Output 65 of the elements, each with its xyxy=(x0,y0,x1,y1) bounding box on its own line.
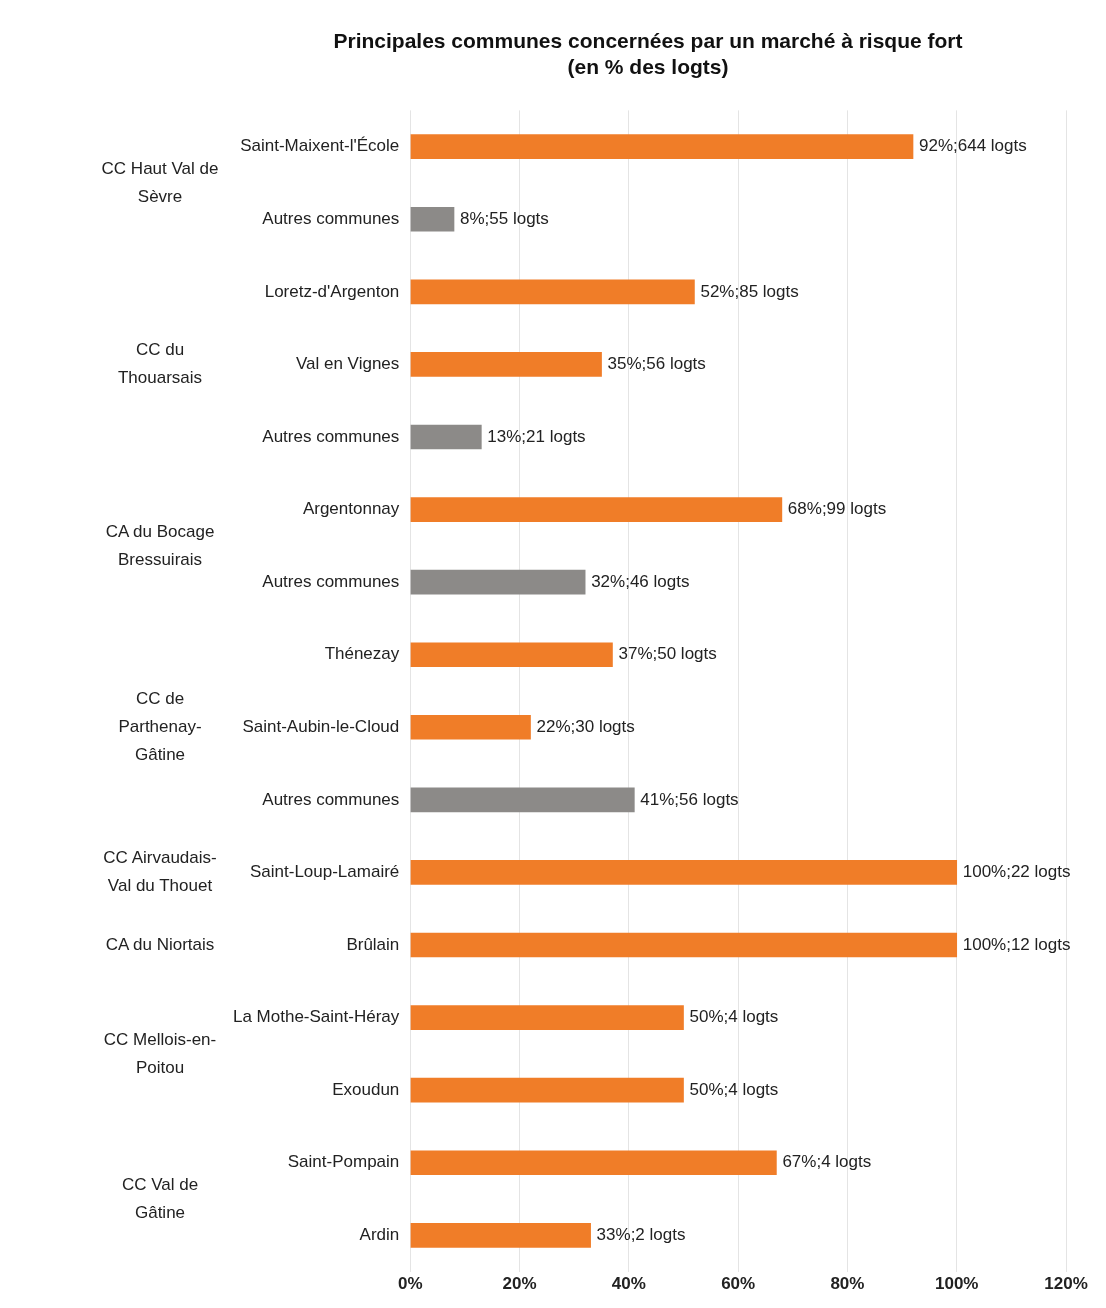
y-tick-label: Saint-Loup-Lamairé xyxy=(249,862,400,882)
bar xyxy=(410,497,783,522)
bar xyxy=(410,1150,777,1176)
text: CC de Parthenay-Gâtine xyxy=(118,688,202,764)
text: CC Val de Gâtine xyxy=(121,1174,199,1222)
data-label: 100%;22 logts xyxy=(962,862,1071,882)
bar xyxy=(410,569,586,595)
data-label: 8%;55 logts xyxy=(460,208,549,228)
data-label: 13%;21 logts xyxy=(487,426,586,446)
text: CA du Niortais xyxy=(105,934,215,954)
bar xyxy=(410,352,602,377)
y-tick-label: Exoudun xyxy=(332,1079,400,1099)
x-tick-label: 60% xyxy=(721,1274,756,1294)
data-label: 92%;644 logts xyxy=(919,136,1027,156)
data-label: 35%;56 logts xyxy=(607,354,706,374)
text: CC Haut Val de Sèvre xyxy=(101,158,219,206)
y-tick-label: La Mothe-Saint-Héray xyxy=(232,1007,400,1027)
text: CC du Thouarsais xyxy=(117,340,203,388)
data-label: 22%;30 logts xyxy=(536,716,635,736)
bar xyxy=(410,134,914,160)
data-label: 100%;12 logts xyxy=(962,934,1071,954)
y-tick-label: Autres communes xyxy=(262,208,400,228)
bar xyxy=(410,860,958,885)
y-tick-label: Loretz-d'Argenton xyxy=(264,281,400,301)
x-tick-label: 100% xyxy=(934,1274,979,1294)
text: Principales communes concernées par un marché à risque fort xyxy=(333,29,963,53)
data-label: 67%;4 logts xyxy=(782,1152,872,1172)
bar xyxy=(410,424,482,450)
text: CC Mellois-en-Poitou xyxy=(103,1029,217,1077)
x-tick-label: 40% xyxy=(611,1274,646,1294)
data-label: 50%;4 logts xyxy=(689,1079,779,1099)
data-label: 50%;4 logts xyxy=(689,1007,779,1027)
text: CC Airvaudais-Val du Thouet xyxy=(103,848,217,896)
data-label: 68%;99 logts xyxy=(787,499,887,519)
data-label: 32%;46 logts xyxy=(591,571,690,591)
y-tick-label: Saint-Maixent-l'École xyxy=(240,136,400,156)
bar xyxy=(410,787,635,813)
text: CA du Bocage Bressuirais xyxy=(105,521,215,569)
bar xyxy=(410,1005,684,1030)
y-tick-label: Ardin xyxy=(359,1225,400,1244)
bar xyxy=(410,714,531,740)
x-tick-label: 120% xyxy=(1044,1274,1088,1294)
text: (en % des logts) xyxy=(567,54,729,78)
y-tick-label: Autres communes xyxy=(262,789,400,809)
bar xyxy=(410,1222,591,1248)
y-tick-label: Saint-Aubin-le-Cloud xyxy=(242,716,400,736)
y-tick-label: Thénezay xyxy=(324,644,400,664)
data-label: 37%;50 logts xyxy=(618,644,717,664)
x-tick-label: 20% xyxy=(502,1274,537,1294)
bar xyxy=(410,1077,684,1103)
y-tick-label: Autres communes xyxy=(262,571,400,591)
y-tick-label: Val en Vignes xyxy=(295,354,400,374)
data-label: 41%;56 logts xyxy=(640,789,739,809)
y-tick-label: Brûlain xyxy=(346,934,400,954)
bar xyxy=(410,932,958,958)
bar xyxy=(410,206,455,232)
y-tick-label: Saint-Pompain xyxy=(287,1152,400,1172)
x-tick-label: 80% xyxy=(830,1274,865,1294)
bar xyxy=(410,642,613,668)
y-tick-label: Autres communes xyxy=(262,426,400,446)
x-tick-label: 0% xyxy=(398,1274,423,1294)
y-tick-label: Argentonnay xyxy=(302,499,400,519)
bar xyxy=(410,279,695,305)
data-label: 33%;2 logts xyxy=(596,1225,686,1244)
data-label: 52%;85 logts xyxy=(700,281,799,301)
